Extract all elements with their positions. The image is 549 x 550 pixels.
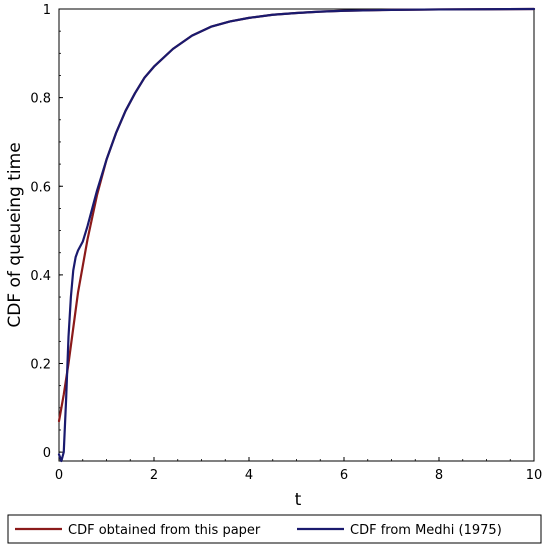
x-tick-label: 4 [245, 468, 253, 483]
legend-label-medhi: CDF from Medhi (1975) [350, 523, 502, 538]
y-tick-label: 0.2 [30, 358, 51, 373]
x-tick-label: 0 [55, 468, 63, 483]
legend-label-paper: CDF obtained from this paper [68, 523, 261, 538]
series-group [57, 7, 536, 463]
y-tick-label: 0.8 [30, 92, 51, 107]
legend-frame [7, 514, 542, 544]
x-axis-title: t [295, 490, 302, 510]
y-axis-title: CDF of queueing time [5, 142, 25, 327]
plot-frame [58, 8, 535, 462]
series-line-0 [57, 7, 536, 423]
y-tick-label: 0.4 [30, 269, 51, 284]
x-tick-label: 2 [150, 468, 158, 483]
series-line-1 [57, 7, 536, 463]
y-tick-label: 0 [43, 446, 51, 461]
x-tick-label: 8 [435, 468, 443, 483]
legend: CDF obtained from this paper CDF from Me… [7, 514, 542, 544]
y-axis-ticks: 0 0.2 0.4 0.6 0.8 1 [30, 3, 63, 461]
x-tick-label: 6 [340, 468, 348, 483]
x-tick-label: 10 [526, 468, 543, 483]
plot-area [58, 8, 535, 462]
y-tick-label: 1 [43, 3, 51, 18]
x-axis-ticks: 0 2 4 6 8 10 [55, 457, 542, 483]
y-tick-label: 0.6 [30, 180, 51, 195]
